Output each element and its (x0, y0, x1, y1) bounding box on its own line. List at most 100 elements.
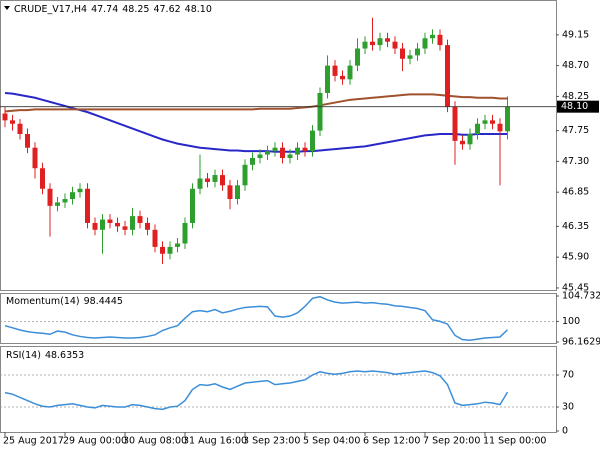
y-tick-label: 96.1629 (562, 337, 600, 348)
x-tick-label: 29 Aug 00:00 (63, 436, 127, 447)
candle-body (490, 120, 495, 124)
x-tick-label: 30 Aug 08:00 (123, 436, 187, 447)
y-tick-label: 46.35 (562, 221, 589, 232)
momentum-header: Momentum(14) 98.4445 (6, 296, 123, 307)
indicator-name: RSI(14) (6, 350, 41, 361)
candle-body (17, 123, 23, 135)
moving-average (4, 91, 508, 153)
candle-body (355, 48, 360, 66)
candle-body (340, 75, 345, 80)
candle-body (197, 178, 203, 189)
candle-body (362, 41, 368, 49)
candle-body (182, 222, 188, 244)
y-tick-label: 46.85 (562, 187, 589, 198)
candle-body (10, 120, 15, 124)
y-tick-label: 47.75 (562, 125, 589, 136)
x-tick-label: 31 Aug 16:00 (183, 436, 247, 447)
candle-body (325, 65, 330, 93)
y-tick-label: 48.70 (562, 60, 589, 71)
indicator-name: Momentum(14) (6, 296, 80, 307)
candle-body (460, 140, 465, 145)
candle-body (250, 157, 255, 165)
candle-body (400, 48, 405, 59)
candle-body (452, 106, 458, 141)
indicator-line (4, 295, 509, 341)
x-tick-label: 11 Sep 00:00 (483, 436, 546, 447)
indicator-value: 48.6353 (45, 350, 84, 361)
candle-body (415, 48, 420, 56)
candle-body (122, 226, 128, 230)
candle-body (332, 65, 338, 76)
candle-body (407, 55, 413, 59)
y-tick-label: 45.90 (562, 252, 589, 263)
candle-body (430, 34, 435, 39)
candle-body (437, 34, 443, 46)
candle-body (370, 41, 375, 46)
rsi-panel (0, 346, 557, 433)
indicator-value: 98.4445 (84, 296, 123, 307)
last-price-label: 48.10 (561, 101, 588, 112)
symbol: CRUDE_V17,H4 (14, 4, 87, 15)
rsi-header: RSI(14) 48.6353 (6, 350, 84, 361)
candle-body (235, 185, 240, 200)
symbol-header: CRUDE_V17,H4 47.74 48.25 47.62 48.10 (14, 4, 212, 15)
y-tick-label: 30 (562, 402, 574, 413)
open-value: 47.74 (91, 4, 118, 15)
close-value: 48.10 (185, 4, 212, 15)
candle-body (310, 130, 315, 152)
x-tick-label: 5 Sep 04:00 (303, 436, 360, 447)
candle-body (287, 154, 293, 158)
candle-body (257, 154, 263, 158)
candle-body (167, 246, 173, 254)
y-tick-label: 100 (562, 316, 580, 327)
y-tick-label: 48.25 (562, 91, 589, 102)
candle-body (497, 123, 503, 132)
candle-body (70, 192, 75, 200)
candle-body (212, 175, 218, 182)
price-panel (0, 0, 557, 291)
candle-body (85, 188, 90, 223)
candle-body (107, 219, 113, 223)
candle-body (47, 188, 53, 206)
candle-body (145, 222, 150, 230)
candle-body (100, 219, 105, 230)
momentum-panel (0, 293, 557, 344)
indicator-line (4, 370, 509, 411)
candle-body (55, 202, 60, 206)
menu-arrow (4, 6, 10, 10)
x-tick-label: 3 Sep 23:00 (243, 436, 300, 447)
candle-body (175, 243, 180, 247)
candle-body (205, 178, 210, 182)
candle-body (505, 106, 510, 132)
y-tick-label: 0 (562, 426, 568, 437)
x-tick-label: 25 Aug 2017 (3, 436, 64, 447)
candle-body (482, 120, 488, 124)
y-tick-label: 49.15 (562, 29, 589, 40)
candle-body (295, 147, 300, 155)
candle-body (77, 188, 83, 193)
candle-body (62, 199, 68, 203)
candle-body (445, 45, 450, 107)
candle-body (32, 147, 38, 169)
candle-body (92, 222, 98, 230)
candle-body (280, 147, 285, 158)
moving-average (4, 93, 508, 113)
candle-body (25, 134, 30, 148)
candle-body (377, 38, 383, 46)
x-tick-label: 6 Sep 12:00 (363, 436, 420, 447)
candle-body (40, 168, 45, 189)
y-tick-label: 47.30 (562, 156, 589, 167)
candle-body (475, 123, 480, 135)
candle-body (302, 147, 308, 152)
candle-body (422, 38, 428, 49)
last-price-box (557, 100, 599, 113)
x-tick-label: 7 Sep 20:00 (423, 436, 480, 447)
y-tick-label: 45.45 (562, 282, 589, 293)
candle-body (115, 222, 120, 227)
candle-body (265, 151, 270, 155)
candle-body (317, 92, 323, 131)
candle-body (385, 38, 390, 42)
candle-body (467, 134, 473, 145)
